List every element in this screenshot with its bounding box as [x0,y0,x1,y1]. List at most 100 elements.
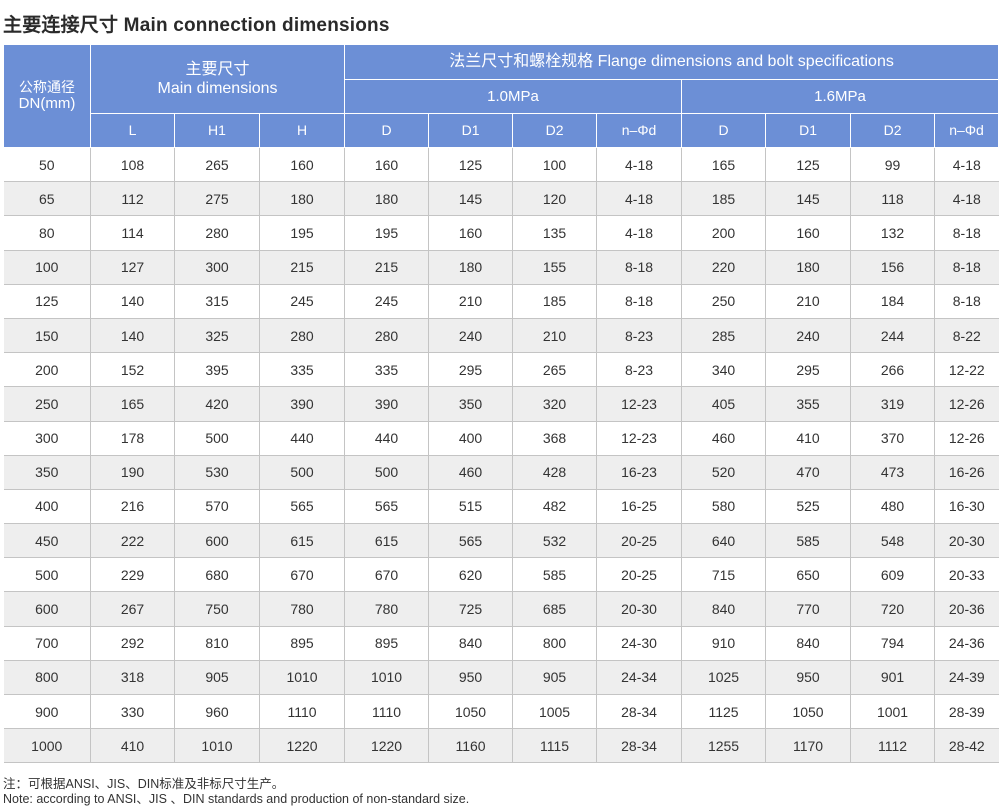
table-cell: 482 [512,489,597,525]
table-cell: 715 [681,557,766,593]
header-dn-cn: 公称通径 [19,78,75,95]
col-header-d2-1mpa: D2 [512,113,598,148]
table-cell: 300 [174,250,260,285]
table-cell: 1112 [850,728,935,764]
table-row: 600 267 750 780 780 725 685 20-30 840 770 720 20-36 [3,591,999,627]
table-cell: 325 [174,318,260,354]
table-cell: 500 [174,421,260,456]
table-cell: 99 [850,147,935,183]
table-cell: 355 [765,386,851,422]
table-cell: 390 [344,386,429,422]
table-cell: 4-18 [596,147,682,183]
table-cell: 20-25 [596,523,682,559]
table-cell: 28-42 [934,728,999,764]
table-cell: 525 [765,489,851,525]
table-cell: 12-22 [934,352,999,388]
table-cell: 615 [344,523,429,559]
dn-cell: 125 [3,284,91,319]
table-cell: 428 [512,455,597,490]
table-cell: 20-30 [934,523,999,559]
table-cell: 20-30 [596,591,682,627]
note-cn: 注：可根据ANSI、JIS、DIN标准及非标尺寸生产。 [3,777,285,791]
table-row: 900 330 960 1110 1110 1050 1005 28-34 1125 1050 10… [3,694,999,730]
col-header-l: L [90,113,175,148]
table-cell: 565 [258,489,345,525]
table-row: 1000 410 1010 1220 1220 1160 1115 28-34 1255 1170… [3,728,999,764]
table-cell: 114 [90,215,175,251]
table-header: 公称通径 DN(mm) 主要尺寸 Main dimensions 法兰尺寸和螺栓… [3,44,1000,148]
table-cell: 100 [512,147,597,183]
table-cell: 315 [174,284,260,319]
table-row: 200 152 395 335 335 295 265 8-23 340 295 266 12-22 [3,352,999,388]
table-cell: 275 [174,181,260,217]
dn-cell: 65 [3,181,91,217]
dn-cell: 350 [3,455,91,490]
table-cell: 12-23 [596,386,682,422]
table-row: 700 292 810 895 895 840 800 24-30 910 840 794 24-36 [3,626,999,661]
col-header-d-1mpa: D [344,113,430,148]
dn-cell: 500 [3,557,91,593]
col-header-bolts-16mpa: n–Φd [934,113,1000,148]
table-row: 150 140 325 280 280 240 210 8-23 285 240 244 8-22 [3,318,999,354]
table-cell: 960 [174,694,260,730]
table-cell: 240 [428,318,513,354]
table-cell: 548 [850,523,935,559]
table-cell: 280 [174,215,260,251]
header-pressure-2: 1.6MPa [681,79,1000,114]
table-cell: 112 [90,181,175,217]
table-cell: 265 [512,352,597,388]
table-cell: 570 [174,489,260,525]
table-cell: 165 [681,147,766,183]
dn-cell: 200 [3,352,91,388]
table-cell: 335 [258,352,345,388]
table-cell: 285 [681,318,766,354]
table-cell: 4-18 [934,147,999,183]
table-cell: 132 [850,215,935,251]
table-cell: 368 [512,421,597,456]
table-cell: 184 [850,284,935,319]
header-main-en: Main dimensions [157,80,278,97]
table-cell: 350 [428,386,513,422]
table-cell: 200 [681,215,766,251]
table-cell: 532 [512,523,597,559]
table-cell: 895 [344,626,429,661]
dn-cell: 50 [3,147,91,183]
table-cell: 8-18 [596,250,682,285]
table-cell: 210 [765,284,851,319]
table-cell: 1220 [344,728,429,764]
table-cell: 20-25 [596,557,682,593]
table-cell: 390 [258,386,345,422]
table-cell: 1010 [344,660,429,696]
table-cell: 145 [765,181,851,217]
table-row: 300 178 500 440 440 400 368 12-23 460 410 370 12-26 [3,421,999,456]
table-cell: 640 [681,523,766,559]
table-cell: 473 [850,455,935,490]
table-cell: 216 [90,489,175,525]
col-header-d-16mpa: D [681,113,767,148]
table-cell: 180 [428,250,513,285]
table-cell: 8-18 [934,284,999,319]
table-cell: 12-26 [934,386,999,422]
table-cell: 1050 [428,694,513,730]
table-cell: 410 [90,728,175,764]
table-cell: 140 [90,284,175,319]
table-cell: 840 [428,626,513,661]
table-cell: 410 [765,421,851,456]
table-cell: 280 [258,318,345,354]
col-header-bolts-1mpa: n–Φd [596,113,683,148]
table-cell: 1125 [681,694,766,730]
dimensions-table: 公称通径 DN(mm) 主要尺寸 Main dimensions 法兰尺寸和螺栓… [3,44,1000,764]
table-cell: 800 [512,626,597,661]
table-cell: 440 [258,421,345,456]
table-cell: 160 [765,215,851,251]
table-cell: 460 [428,455,513,490]
table-cell: 609 [850,557,935,593]
col-header-h: H [258,113,346,148]
table-cell: 420 [174,386,260,422]
table-cell: 16-23 [596,455,682,490]
table-cell: 440 [344,421,429,456]
table-cell: 1160 [428,728,513,764]
table-cell: 16-25 [596,489,682,525]
page-title: 主要连接尺寸 Main connection dimensions [3,15,390,36]
table-cell: 24-30 [596,626,682,661]
